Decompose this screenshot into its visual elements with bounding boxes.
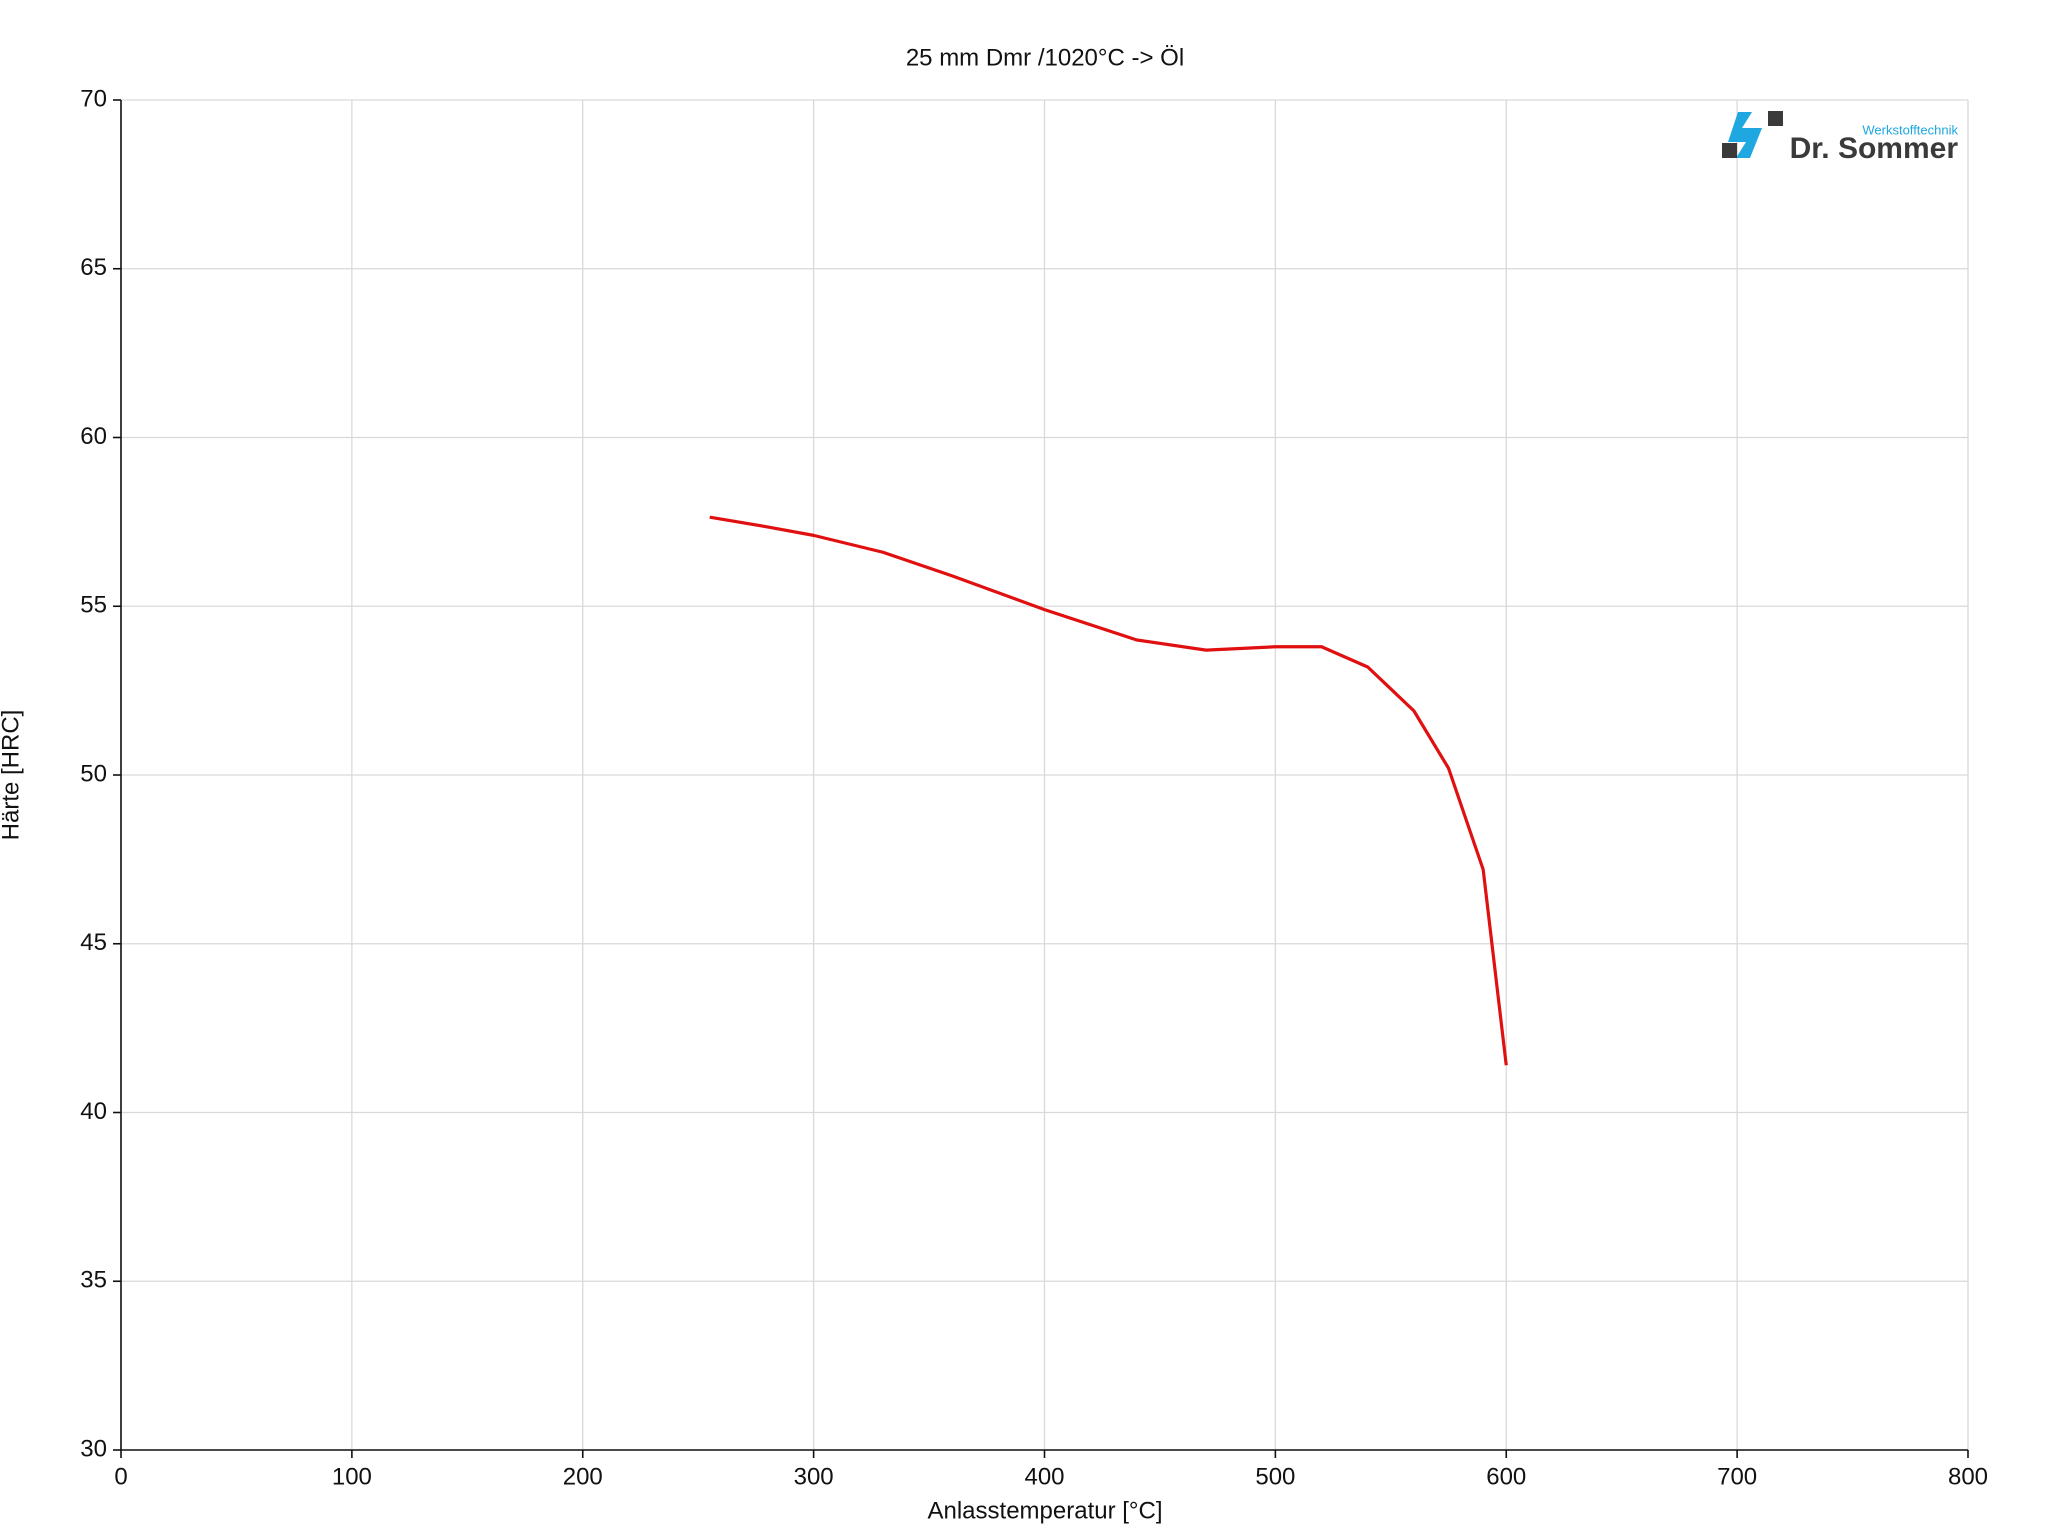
x-axis-label: Anlasstemperatur [°C] bbox=[927, 1497, 1162, 1524]
logo-subtitle: Werkstofftechnik bbox=[1862, 122, 1958, 137]
y-tick-label: 35 bbox=[80, 1267, 107, 1294]
y-tick-label: 70 bbox=[80, 85, 107, 112]
logo: Werkstofftechnik Dr. Sommer bbox=[1722, 111, 1958, 165]
y-tick-label: 45 bbox=[80, 929, 107, 956]
x-tick-label: 700 bbox=[1717, 1463, 1757, 1490]
y-axis-label: Härte [HRC] bbox=[0, 710, 24, 841]
chart-title: 25 mm Dmr /1020°C -> Öl bbox=[906, 44, 1184, 71]
y-tick-label: 60 bbox=[80, 423, 107, 450]
y-tick-label: 30 bbox=[80, 1435, 107, 1462]
logo-title: Dr. Sommer bbox=[1790, 132, 1959, 165]
x-tick-label: 0 bbox=[114, 1463, 127, 1490]
x-tick-label: 500 bbox=[1255, 1463, 1295, 1490]
x-tick-label: 800 bbox=[1948, 1463, 1988, 1490]
logo-mark bbox=[1728, 112, 1762, 158]
y-tick-label: 50 bbox=[80, 760, 107, 787]
x-tick-label: 300 bbox=[794, 1463, 834, 1490]
y-tick-label: 55 bbox=[80, 592, 107, 619]
data-line bbox=[709, 515, 1508, 1066]
x-tick-label: 100 bbox=[332, 1463, 372, 1490]
y-tick-label: 40 bbox=[80, 1098, 107, 1125]
x-tick-label: 600 bbox=[1486, 1463, 1526, 1490]
y-tick-label: 65 bbox=[80, 254, 107, 281]
x-tick-label: 400 bbox=[1024, 1463, 1064, 1490]
logo-square bbox=[1722, 143, 1737, 158]
x-tick-label: 200 bbox=[563, 1463, 603, 1490]
logo-square bbox=[1768, 111, 1783, 126]
